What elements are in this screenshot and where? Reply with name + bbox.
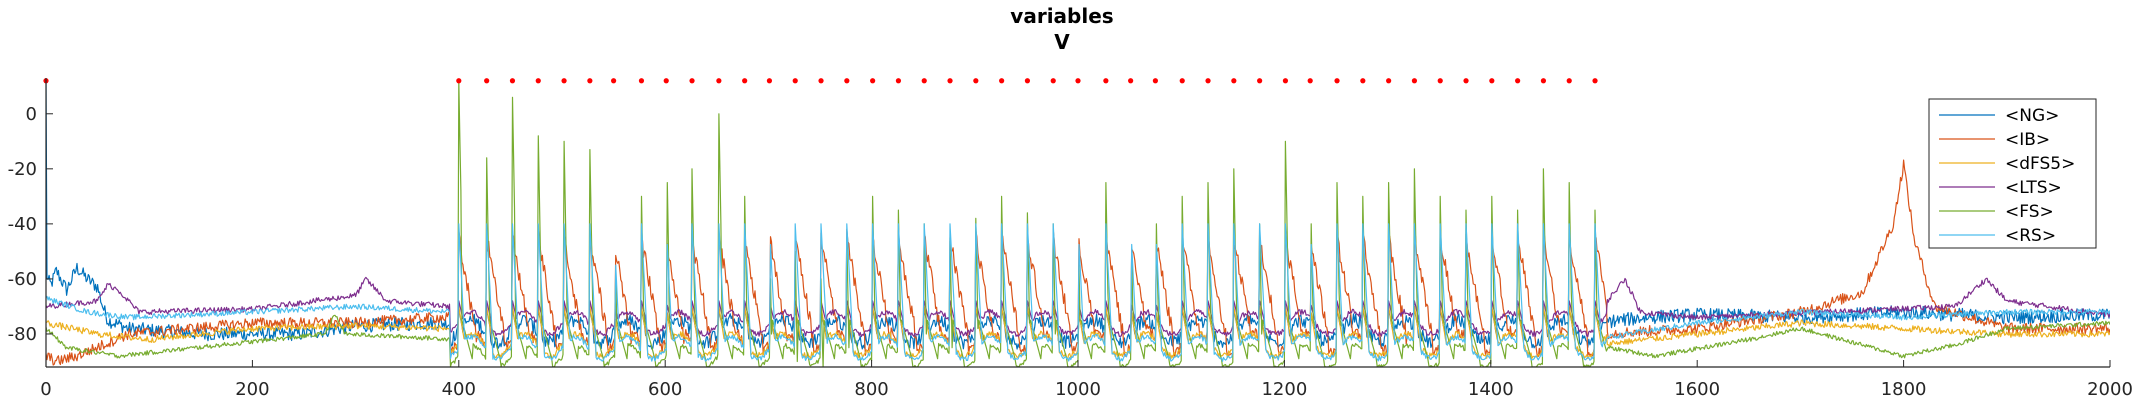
- raster-marker: [818, 78, 824, 84]
- raster-marker: [973, 78, 979, 84]
- x-tick-label: 2000: [2087, 379, 2133, 400]
- x-tick-label: 1400: [1468, 379, 1514, 400]
- x-tick-label: 400: [442, 379, 476, 400]
- x-tick-label: 0: [40, 379, 51, 400]
- raster-marker: [870, 78, 876, 84]
- raster-marker: [1205, 78, 1211, 84]
- raster-marker: [1386, 78, 1392, 84]
- raster-marker: [1282, 78, 1289, 84]
- y-tick-label: -40: [8, 214, 37, 235]
- raster-marker: [716, 78, 722, 84]
- raster-marker: [792, 78, 798, 84]
- raster-marker: [1437, 78, 1443, 84]
- x-tick-label: 600: [648, 379, 682, 400]
- raster-marker: [484, 78, 490, 84]
- raster-marker: [509, 78, 516, 84]
- raster-marker: [947, 78, 953, 84]
- raster-marker: [844, 78, 850, 84]
- raster-marker: [895, 78, 902, 84]
- chart-title-line-2: V: [1054, 30, 1070, 54]
- raster-marker: [638, 78, 645, 84]
- x-tick-label: 1200: [1261, 379, 1307, 400]
- series-line-fs: [46, 80, 2110, 367]
- y-ticks: 0 -20 -40 -60 -80: [8, 104, 53, 345]
- y-tick-label: -60: [8, 269, 37, 290]
- raster-marker: [1592, 78, 1598, 84]
- x-tick-label: 1600: [1674, 379, 1720, 400]
- x-tick-label: 1800: [1881, 379, 1927, 400]
- raster-marker: [1050, 78, 1056, 84]
- legend-label: <RS>: [2005, 226, 2056, 246]
- raster-marker-layer: [43, 78, 1598, 84]
- raster-marker: [1463, 78, 1469, 84]
- raster-marker: [1515, 78, 1521, 84]
- raster-marker: [1540, 78, 1547, 84]
- raster-marker: [1231, 78, 1237, 84]
- raster-marker: [1075, 78, 1081, 84]
- raster-marker: [587, 78, 593, 84]
- y-tick-label: -20: [8, 159, 37, 180]
- legend-label: <IB>: [2005, 130, 2050, 150]
- x-tick-label: 800: [854, 379, 888, 400]
- raster-marker: [999, 78, 1005, 84]
- legend-box: [1928, 98, 2097, 249]
- legend-label: <NG>: [2005, 106, 2059, 126]
- chart-title-line-1: variables: [1010, 4, 1113, 28]
- legend-label: <FS>: [2005, 202, 2054, 222]
- raster-marker: [742, 78, 748, 84]
- raster-marker: [663, 78, 669, 84]
- y-tick-label: 0: [26, 104, 37, 125]
- raster-marker: [535, 78, 541, 84]
- raster-marker: [1179, 78, 1185, 84]
- raster-marker: [1334, 78, 1340, 84]
- raster-marker: [766, 78, 773, 84]
- raster-marker: [1566, 78, 1572, 84]
- x-tick-label: 200: [235, 379, 269, 400]
- raster-marker: [1103, 78, 1109, 84]
- raster-marker: [456, 78, 462, 84]
- raster-marker: [1411, 78, 1418, 84]
- raster-marker: [1360, 78, 1366, 84]
- raster-marker: [611, 78, 617, 84]
- series-line-rs: [46, 223, 2110, 362]
- y-tick-label: -80: [8, 324, 37, 345]
- legend-label: <dFS5>: [2005, 154, 2075, 174]
- raster-marker: [561, 78, 567, 84]
- legend: <NG> <IB> <dFS5> <LTS> <FS> <RS>: [1928, 98, 2097, 249]
- raster-marker: [921, 78, 927, 84]
- legend-label: <LTS>: [2005, 178, 2062, 198]
- raster-marker: [1152, 78, 1158, 84]
- x-ticks: 0 200 400 600 800 1000 1200 1400 1600 1800 2000: [40, 360, 2133, 400]
- raster-marker: [1128, 78, 1134, 84]
- series-layer: [46, 80, 2110, 367]
- raster-marker: [1307, 78, 1313, 84]
- raster-marker: [689, 78, 695, 84]
- raster-marker: [1257, 78, 1263, 84]
- raster-marker: [1024, 78, 1031, 84]
- x-tick-label: 1000: [1055, 379, 1101, 400]
- raster-marker: [1489, 78, 1495, 84]
